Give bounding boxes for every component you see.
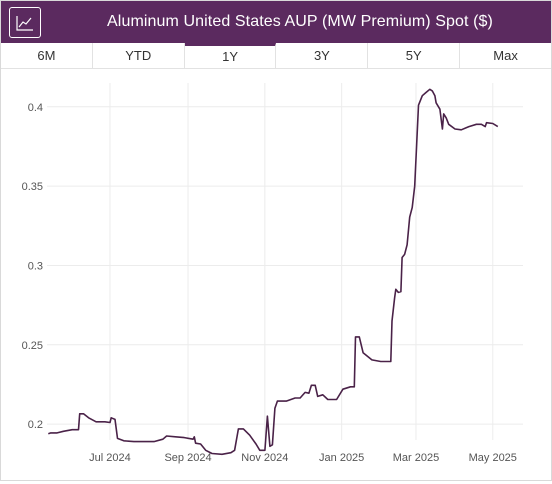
y-tick-label: 0.25	[22, 340, 43, 352]
x-axis-labels: Jul 2024 Sep 2024 Nov 2024 Jan 2025 Mar 2025…	[89, 452, 517, 464]
y-tick-label: 0.35	[22, 181, 43, 193]
series	[48, 89, 498, 454]
x-tick-label: Mar 2025	[393, 452, 439, 464]
y-axis-labels: 0.2 0.25 0.3 0.35 0.4	[22, 102, 43, 431]
chart-title: Aluminum United States AUP (MW Premium) …	[49, 1, 551, 43]
price-line-chart: 0.2 0.25 0.3 0.35 0.4 Jul 2024 Sep 2024 Nov 20…	[1, 69, 551, 479]
grid	[47, 83, 523, 440]
tab-ytd[interactable]: YTD	[93, 43, 185, 68]
y-tick-label: 0.2	[28, 419, 43, 431]
line-chart-icon-glyph	[16, 15, 34, 31]
x-tick-label: Nov 2024	[241, 452, 288, 464]
tab-6m[interactable]: 6M	[1, 43, 93, 68]
x-tick-label: Sep 2024	[164, 452, 211, 464]
range-tabs: 6M YTD 1Y 3Y 5Y Max	[1, 43, 551, 69]
y-tick-label: 0.4	[28, 102, 43, 114]
price-series-line	[48, 89, 498, 454]
x-tick-label: Jan 2025	[319, 452, 364, 464]
tab-1y[interactable]: 1Y	[185, 43, 277, 68]
chart-area: 0.2 0.25 0.3 0.35 0.4 Jul 2024 Sep 2024 Nov 20…	[1, 69, 551, 479]
y-tick-label: 0.3	[28, 260, 43, 272]
chart-header: Aluminum United States AUP (MW Premium) …	[1, 1, 551, 43]
tab-3y[interactable]: 3Y	[276, 43, 368, 68]
line-chart-icon[interactable]	[9, 7, 41, 38]
tab-5y[interactable]: 5Y	[368, 43, 460, 68]
x-tick-label: Jul 2024	[89, 452, 131, 464]
tab-max[interactable]: Max	[460, 43, 551, 68]
x-tick-label: May 2025	[469, 452, 517, 464]
